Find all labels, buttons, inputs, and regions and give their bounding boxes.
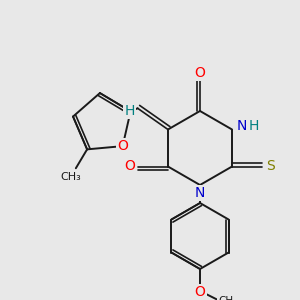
Text: CH₃: CH₃ <box>218 296 238 300</box>
Text: O: O <box>117 139 128 153</box>
Text: N: N <box>237 118 247 133</box>
Text: CH₃: CH₃ <box>60 172 81 182</box>
Text: H: H <box>249 118 259 133</box>
Text: O: O <box>195 66 206 80</box>
Text: O: O <box>124 160 135 173</box>
Text: H: H <box>124 104 135 118</box>
Text: O: O <box>195 285 206 299</box>
Text: S: S <box>266 160 274 173</box>
Text: N: N <box>195 186 205 200</box>
